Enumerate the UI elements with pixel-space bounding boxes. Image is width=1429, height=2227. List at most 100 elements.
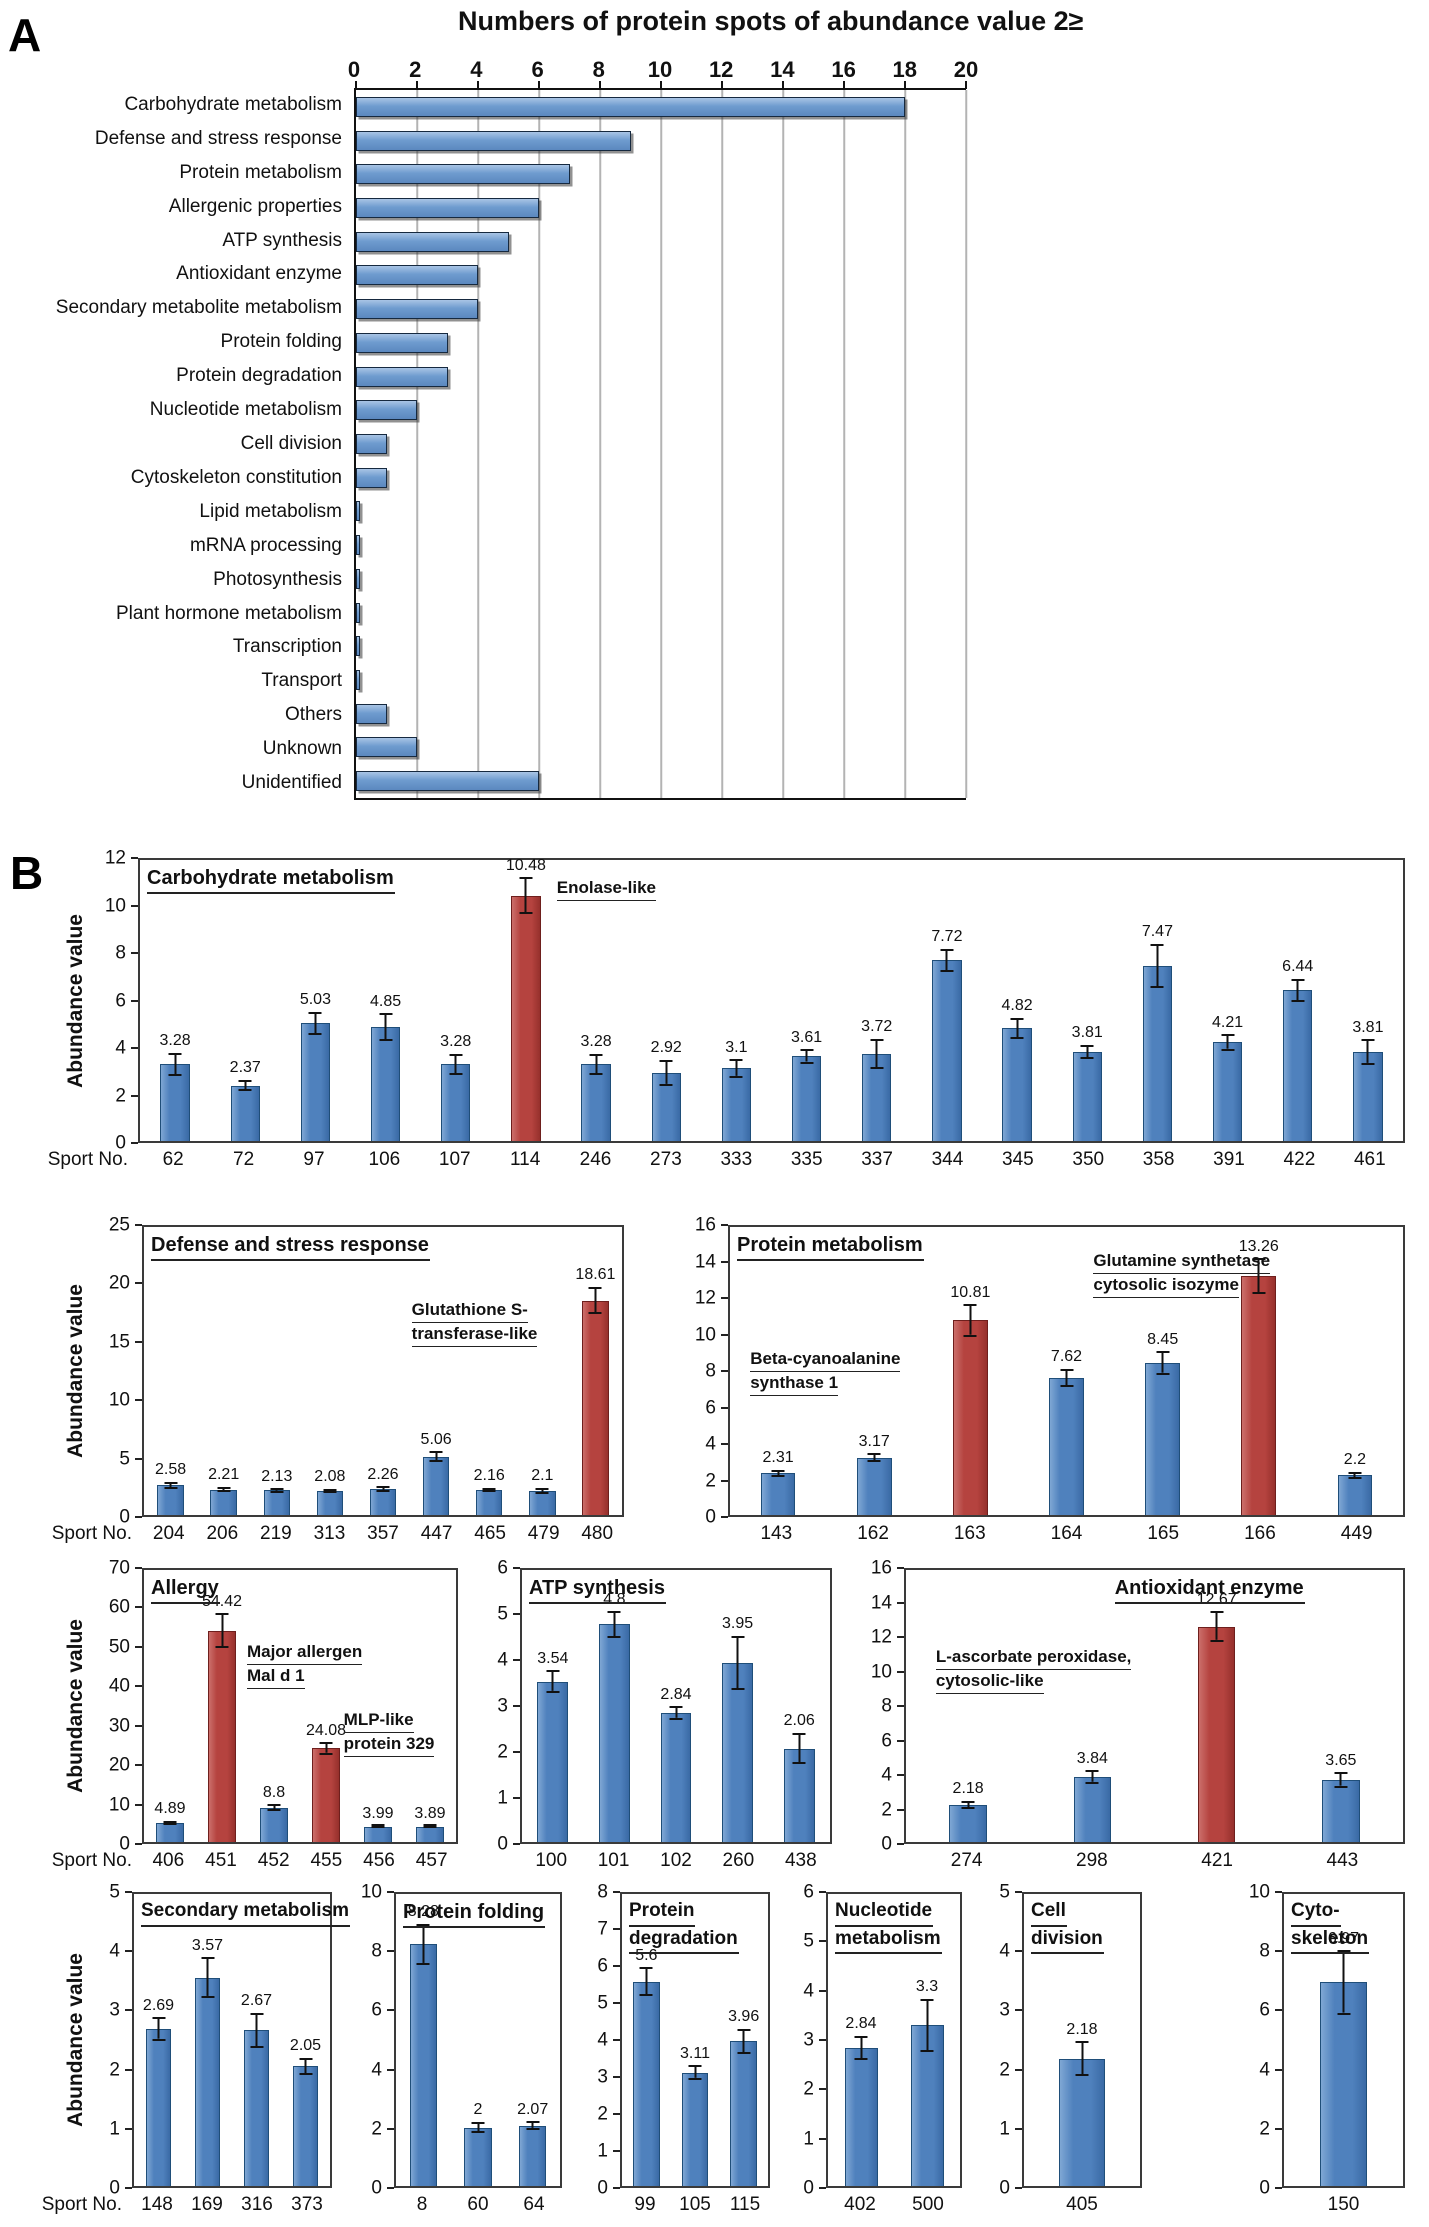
y-tick-mark xyxy=(1015,1891,1022,1893)
value-label: 5.6 xyxy=(635,1946,658,1964)
x-axis: 99 105 115 xyxy=(620,2188,770,2222)
y-tick-mark xyxy=(897,1739,904,1742)
error-bar xyxy=(526,2121,540,2130)
bar xyxy=(1197,1626,1236,1842)
y-axis: 0 5 10 15 20 25 xyxy=(94,1216,142,1527)
bar xyxy=(293,2066,318,2186)
y-tick-mark xyxy=(135,1803,142,1806)
x-tick-label: 438 xyxy=(784,1850,817,1871)
y-axis-title: Abundance value xyxy=(58,858,94,1143)
y-axis-title: Abundance value xyxy=(58,1892,94,2188)
category-label: Protein metabolism xyxy=(179,161,342,183)
chart-title-line: Nucleotide xyxy=(835,1899,934,1927)
value-label: 2.06 xyxy=(783,1712,815,1730)
bar xyxy=(791,1056,822,1141)
x-tick-label: 422 xyxy=(1283,1149,1316,1170)
plot-area: Secondary metabolism 2.69 3.57 2.67 2.05 xyxy=(132,1892,351,2188)
y-axis: 0 1 2 3 4 5 xyxy=(986,1883,1022,2198)
y-axis: 0 2 4 6 8 10 12 xyxy=(94,849,138,1153)
bar xyxy=(356,130,631,151)
value-label: 7.47 xyxy=(1141,923,1173,941)
y-axis-title-text: Abundance value xyxy=(64,1619,87,1793)
bar-chart-protein_metabolism: 0 2 4 6 8 10 12 14 16 Protein metabolism 2.31 3.17 1… xyxy=(676,1216,1405,1551)
y-tick-mark xyxy=(1015,1950,1022,1953)
spot-counts-chart: Numbers of protein spots of abundance va… xyxy=(56,6,1083,800)
x-tick-label: 0 xyxy=(347,57,361,82)
chart-title-line: degradation xyxy=(629,1927,739,1955)
chart-title-line: Protein metabolism xyxy=(737,1232,924,1261)
y-tick-mark xyxy=(125,1950,132,1953)
chart-title-line: Allergy xyxy=(151,1575,220,1604)
y-tick-mark xyxy=(897,1774,904,1776)
x-tick-label: 8 xyxy=(592,57,605,82)
value-label: 18.61 xyxy=(575,1266,616,1284)
category-label: ATP synthesis xyxy=(222,229,342,251)
y-tick-label: 3 xyxy=(109,1999,120,2021)
y-tick-label: 50 xyxy=(108,1636,130,1658)
x-axis: 274 298 421 443 xyxy=(904,1844,1405,1878)
x-tick-label: 274 xyxy=(950,1850,983,1871)
x-axis: Sport No. 148 169 316 373 xyxy=(42,2188,332,2222)
y-tick-label: 3 xyxy=(597,2066,608,2088)
y-tick-label: 0 xyxy=(109,2177,120,2199)
protein-folding-chart: 0 2 4 6 8 10 Protein folding 8.28 2 2.07 8 60 64 xyxy=(352,1883,562,2222)
value-label: 54.42 xyxy=(201,1592,243,1610)
y-tick-mark xyxy=(131,1047,138,1049)
x-tick-label: 18 xyxy=(892,57,918,82)
annotation-line: Glutathione S- xyxy=(411,1299,528,1323)
y-tick-label: 2 xyxy=(999,2059,1010,2081)
x-axis: Sport No. 406 451 452 455 456 457 xyxy=(52,1844,458,1878)
y-axis: 0 2 4 6 8 10 xyxy=(1240,1883,1282,2198)
y-tick-label: 6 xyxy=(115,990,126,1011)
y-tick-label: 1 xyxy=(497,1787,508,1809)
category-label: Protein folding xyxy=(220,331,342,353)
error-bar xyxy=(376,1486,390,1492)
error-bar xyxy=(639,1967,653,1997)
y-tick-label: 8 xyxy=(597,1881,608,1903)
y-tick-label: 8 xyxy=(371,1940,382,1962)
y-tick-mark xyxy=(613,1965,620,1967)
annotation: MLP-like protein 329 xyxy=(343,1709,435,1757)
error-bar xyxy=(1085,1769,1099,1784)
bar xyxy=(312,1748,340,1842)
x-tick-label: 12 xyxy=(708,57,734,82)
value-label: 2.21 xyxy=(208,1466,240,1484)
x-axis-prefix: Sport No. xyxy=(41,2194,122,2215)
value-label: 3.65 xyxy=(1325,1752,1357,1770)
y-tick-label: 12 xyxy=(870,1626,892,1648)
x-axis: 150 xyxy=(1282,2188,1405,2222)
y-tick-label: 0 xyxy=(999,2177,1010,2199)
x-tick-label: 456 xyxy=(363,1850,395,1871)
x-tick-label: 391 xyxy=(1213,1149,1245,1170)
y-tick-mark xyxy=(613,1891,620,1893)
x-tick-label: 246 xyxy=(579,1149,612,1170)
y-axis-title-text: Abundance value xyxy=(64,1953,87,2127)
x-tick-label: 62 xyxy=(162,1149,184,1170)
y-tick-label: 4 xyxy=(881,1764,892,1786)
plot-area: Protein degradation 5.6 3.11 3.96 xyxy=(620,1892,770,2188)
allergy-chart: Abundance value 0 10 20 30 40 50 60 70 Allergy 4.8… xyxy=(52,1559,458,1878)
y-tick-mark xyxy=(613,2076,620,2078)
bar xyxy=(722,1662,753,1842)
y-tick-label: 3 xyxy=(497,1695,508,1717)
x-tick-label: 4 xyxy=(470,57,483,82)
chart-title: Cell division xyxy=(1031,1899,1104,1955)
value-label: 13.26 xyxy=(1238,1237,1279,1255)
y-tick-label: 5 xyxy=(109,1881,120,1903)
y-tick-mark xyxy=(897,1843,904,1845)
y-tick-mark xyxy=(613,2187,620,2189)
category-label: Photosynthesis xyxy=(213,568,342,590)
x-tick-label: 206 xyxy=(206,1523,239,1544)
y-tick-mark xyxy=(125,2127,132,2130)
annotation-line: Glutamine synthetase xyxy=(1093,1250,1271,1274)
y-tick-mark xyxy=(135,1764,142,1767)
y-tick-mark xyxy=(125,1891,132,1893)
bar xyxy=(1072,1051,1102,1141)
y-tick-label: 4 xyxy=(597,2029,608,2051)
bar xyxy=(356,332,448,353)
y-tick-mark xyxy=(1015,2009,1022,2012)
value-label: 8.45 xyxy=(1147,1330,1179,1348)
category-label: Lipid metabolism xyxy=(199,500,342,522)
bar xyxy=(1322,1779,1360,1842)
secondary-metabolism-chart: Abundance value 0 1 2 3 4 5 Secondary metabolis… xyxy=(42,1883,351,2222)
